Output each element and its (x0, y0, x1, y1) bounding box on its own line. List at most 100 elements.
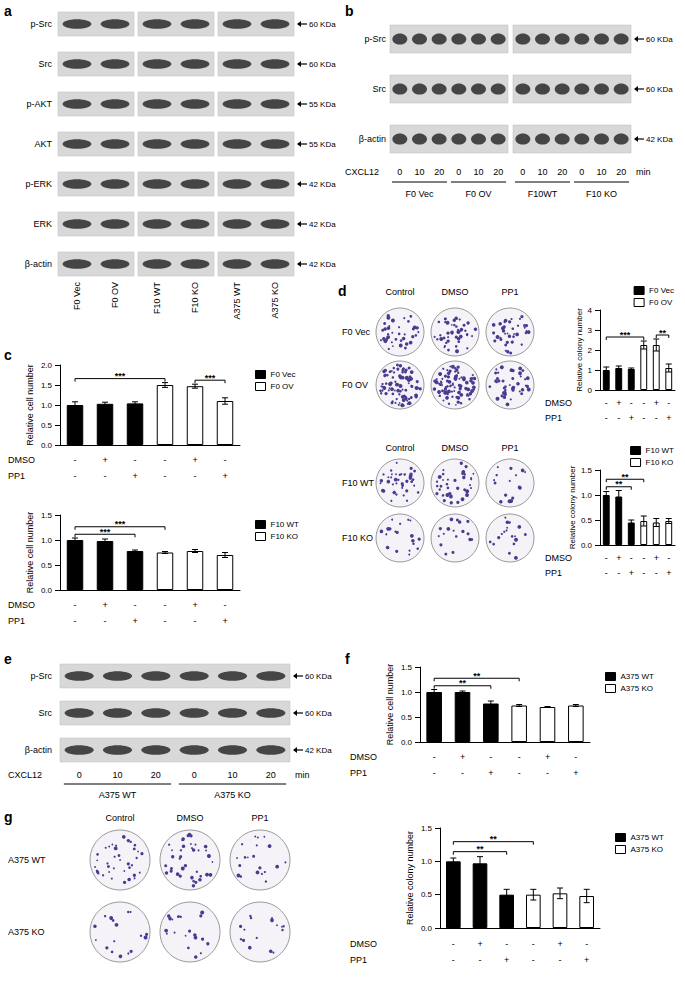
svg-text:-: - (667, 553, 670, 563)
svg-text:+: + (666, 568, 671, 578)
svg-text:-: - (518, 752, 521, 762)
svg-text:+: + (192, 600, 197, 610)
svg-text:55 KDa: 55 KDa (309, 140, 336, 149)
svg-text:10: 10 (414, 167, 424, 177)
svg-text:1.0: 1.0 (41, 536, 53, 545)
svg-text:-: - (134, 455, 137, 465)
svg-text:-: - (574, 752, 577, 762)
svg-text:1.0: 1.0 (421, 857, 433, 866)
svg-text:DMSO: DMSO (350, 752, 377, 762)
svg-text:F0 OV: F0 OV (271, 382, 295, 391)
svg-text:F0 Vec: F0 Vec (72, 282, 82, 311)
svg-text:2: 2 (588, 346, 593, 355)
svg-text:-: - (452, 955, 455, 965)
svg-text:1.5: 1.5 (421, 824, 433, 833)
svg-text:F0 Vec: F0 Vec (405, 189, 434, 199)
svg-text:-: - (532, 939, 535, 949)
svg-text:1.5: 1.5 (401, 663, 413, 672)
svg-text:A375 WT: A375 WT (99, 790, 137, 800)
svg-text:+: + (616, 398, 621, 408)
svg-text:-: - (74, 600, 77, 610)
svg-text:60 KDa: 60 KDa (646, 35, 673, 44)
svg-text:-: - (164, 600, 167, 610)
svg-text:60 KDa: 60 KDa (305, 672, 332, 681)
svg-text:-: - (617, 413, 620, 423)
svg-text:0.5: 0.5 (581, 516, 593, 525)
svg-text:c: c (4, 347, 12, 363)
svg-text:+: + (573, 768, 578, 778)
svg-text:Control: Control (105, 813, 134, 823)
svg-text:20: 20 (151, 770, 161, 780)
svg-text:F0 OV: F0 OV (110, 282, 120, 308)
svg-text:-: - (667, 398, 670, 408)
svg-text:+: + (504, 955, 509, 965)
svg-text:42 KDa: 42 KDa (305, 746, 332, 755)
svg-text:PP1: PP1 (8, 616, 25, 626)
svg-text:**: ** (659, 328, 667, 338)
svg-text:F0 OV: F0 OV (342, 380, 368, 390)
svg-text:-: - (518, 768, 521, 778)
svg-text:+: + (557, 939, 562, 949)
svg-text:-: - (642, 568, 645, 578)
svg-text:p-Src: p-Src (30, 19, 52, 29)
svg-text:**: ** (476, 844, 484, 854)
svg-text:β-actin: β-actin (25, 745, 52, 755)
svg-text:-: - (134, 600, 137, 610)
svg-text:-: - (74, 471, 77, 481)
svg-text:Src: Src (373, 84, 387, 94)
svg-text:+: + (222, 616, 227, 626)
svg-text:p-Src: p-Src (364, 34, 386, 44)
svg-text:-: - (605, 398, 608, 408)
svg-text:-: - (605, 568, 608, 578)
svg-text:-: - (642, 413, 645, 423)
svg-text:10: 10 (112, 770, 122, 780)
svg-text:42 KDa: 42 KDa (309, 260, 336, 269)
svg-text:F10 WT: F10 WT (152, 282, 162, 315)
svg-text:+: + (629, 568, 634, 578)
svg-text:CXCL12: CXCL12 (8, 770, 42, 780)
svg-text:-: - (617, 568, 620, 578)
svg-text:F10 KO: F10 KO (271, 532, 299, 541)
svg-text:min: min (295, 770, 310, 780)
svg-text:DMSO: DMSO (442, 443, 469, 453)
svg-text:42 KDa: 42 KDa (646, 135, 673, 144)
svg-text:10: 10 (537, 167, 547, 177)
svg-text:-: - (164, 455, 167, 465)
svg-text:-: - (655, 413, 658, 423)
svg-text:***: *** (620, 330, 631, 340)
svg-text:PP1: PP1 (350, 955, 367, 965)
svg-text:-: - (194, 471, 197, 481)
svg-text:10: 10 (596, 167, 606, 177)
svg-text:0: 0 (77, 770, 82, 780)
svg-text:+: + (460, 752, 465, 762)
svg-text:0.5: 0.5 (401, 713, 413, 722)
svg-text:-: - (74, 616, 77, 626)
svg-text:p-AKT: p-AKT (26, 99, 52, 109)
svg-text:-: - (489, 752, 492, 762)
svg-text:-: - (194, 616, 197, 626)
svg-text:+: + (666, 413, 671, 423)
svg-text:A375 KO: A375 KO (621, 684, 653, 693)
svg-text:42 KDa: 42 KDa (309, 180, 336, 189)
svg-text:1.0: 1.0 (401, 688, 413, 697)
svg-text:PP1: PP1 (545, 413, 562, 423)
svg-text:min: min (636, 167, 651, 177)
svg-text:-: - (642, 398, 645, 408)
svg-text:-: - (74, 455, 77, 465)
svg-text:0: 0 (588, 386, 593, 395)
svg-text:Relative cell number: Relative cell number (25, 364, 35, 446)
svg-text:F10 KO: F10 KO (646, 458, 674, 467)
svg-text:F0 OV: F0 OV (465, 189, 491, 199)
svg-text:PP1: PP1 (8, 471, 25, 481)
svg-text:F10 WT: F10 WT (271, 520, 300, 529)
svg-text:0.0: 0.0 (581, 541, 593, 550)
svg-text:4: 4 (588, 306, 593, 315)
svg-text:-: - (224, 600, 227, 610)
svg-text:A375 WT: A375 WT (631, 833, 664, 842)
svg-text:Relative colony number: Relative colony number (568, 465, 577, 549)
svg-text:20: 20 (557, 167, 567, 177)
svg-text:1: 1 (588, 366, 593, 375)
svg-text:1.5: 1.5 (41, 511, 53, 520)
svg-text:ERK: ERK (33, 219, 52, 229)
svg-text:55 KDa: 55 KDa (309, 100, 336, 109)
